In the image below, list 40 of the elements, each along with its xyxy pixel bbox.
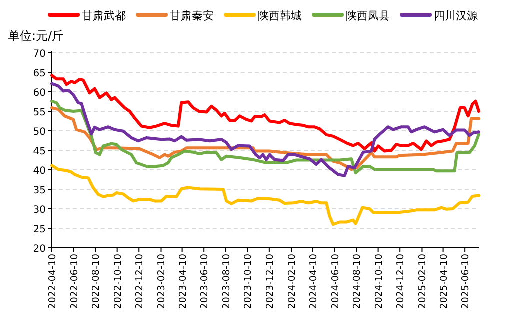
y-tick-label: 40 (33, 166, 46, 177)
x-tick-label: 2024-06-10 (330, 254, 342, 310)
y-tick-label: 25 (33, 224, 46, 236)
x-tick-label: 2022-04-10 (48, 254, 58, 310)
x-tick-label: 2023-04-10 (178, 254, 189, 310)
legend-label: 四川汉源 (434, 10, 478, 22)
legend-label: 甘肃武都 (82, 10, 126, 22)
x-tick-label: 2023-06-10 (200, 254, 211, 310)
legend-label: 陕西韩城 (258, 10, 302, 22)
legend-label: 陕西凤县 (346, 10, 390, 22)
y-tick-label: 70 (33, 49, 46, 60)
x-tick-label: 2023-12-10 (264, 254, 276, 310)
x-tick-label: 2025-06-10 (460, 254, 472, 310)
y-tick-label: 55 (33, 108, 46, 118)
x-tick-label: 2025-04-10 (438, 254, 450, 310)
y-tick-label: 65 (33, 68, 46, 80)
y-axis-title: 单位:元/斤 (8, 29, 64, 43)
y-tick-label: 35 (33, 186, 46, 196)
line-series (50, 74, 480, 153)
legend-label: 甘肃秦安 (170, 10, 214, 22)
x-tick-label: 2024-12-10 (396, 254, 407, 310)
x-tick-label: 2024-08-10 (352, 254, 364, 310)
y-tick-label: 60 (33, 88, 46, 99)
x-tick-label: 2025-02-10 (418, 254, 429, 310)
y-tick-label: 50 (33, 127, 46, 138)
y-tick-label: 45 (33, 146, 46, 158)
y-tick-label: 20 (33, 244, 46, 255)
x-tick-label: 2024-02-10 (287, 254, 298, 310)
x-tick-label: 2022-12-10 (134, 254, 146, 310)
y-tick-label: 30 (33, 205, 46, 216)
x-tick-label: 2022-10-10 (112, 254, 124, 310)
line-series (50, 164, 480, 226)
x-tick-label: 2023-10-10 (243, 254, 254, 310)
x-tick-label: 2024-10-10 (374, 254, 385, 310)
x-tick-label: 2023-08-10 (221, 254, 232, 310)
x-tick-label: 2022-08-10 (91, 254, 102, 310)
x-tick-label: 2024-04-10 (308, 254, 320, 310)
x-tick-label: 2023-02-10 (156, 254, 168, 310)
line-series (50, 82, 480, 178)
x-tick-label: 2022-06-10 (69, 254, 80, 310)
